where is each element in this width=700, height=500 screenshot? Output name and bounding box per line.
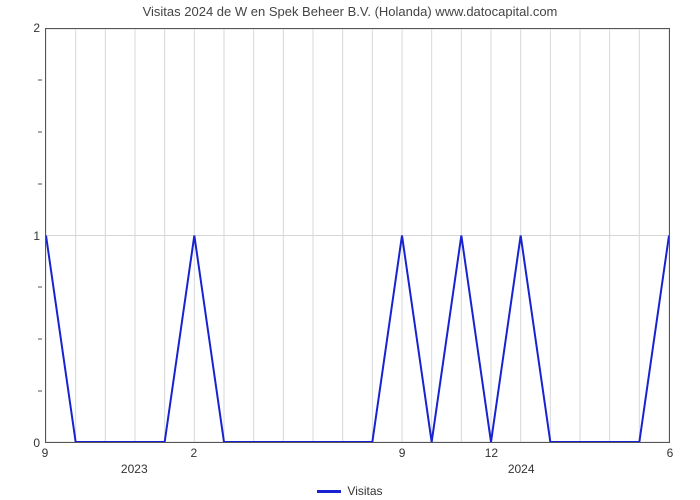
y-minor-tick	[38, 339, 42, 340]
legend-swatch	[317, 490, 341, 493]
y-tick-label: 0	[5, 436, 40, 450]
x-tick-label: 9	[42, 446, 49, 460]
chart-title: Visitas 2024 de W en Spek Beheer B.V. (H…	[0, 4, 700, 19]
plot-svg	[46, 29, 669, 442]
x-sub-label: 2024	[508, 462, 535, 476]
series-group	[46, 236, 669, 443]
y-minor-tick	[38, 79, 42, 80]
legend: Visitas	[0, 484, 700, 498]
y-tick-label: 1	[5, 229, 40, 243]
x-tick-label: 6	[667, 446, 674, 460]
gridlines	[46, 29, 669, 442]
y-minor-tick	[38, 131, 42, 132]
chart-container: Visitas 2024 de W en Spek Beheer B.V. (H…	[0, 0, 700, 500]
x-tick-label: 2	[190, 446, 197, 460]
x-sub-label: 2023	[121, 462, 148, 476]
legend-label: Visitas	[347, 484, 382, 498]
y-minor-tick	[38, 183, 42, 184]
x-tick-label: 9	[399, 446, 406, 460]
x-tick-label: 12	[485, 446, 498, 460]
plot-area	[45, 28, 670, 443]
y-minor-tick	[38, 287, 42, 288]
y-minor-tick	[38, 391, 42, 392]
y-tick-label: 2	[5, 21, 40, 35]
